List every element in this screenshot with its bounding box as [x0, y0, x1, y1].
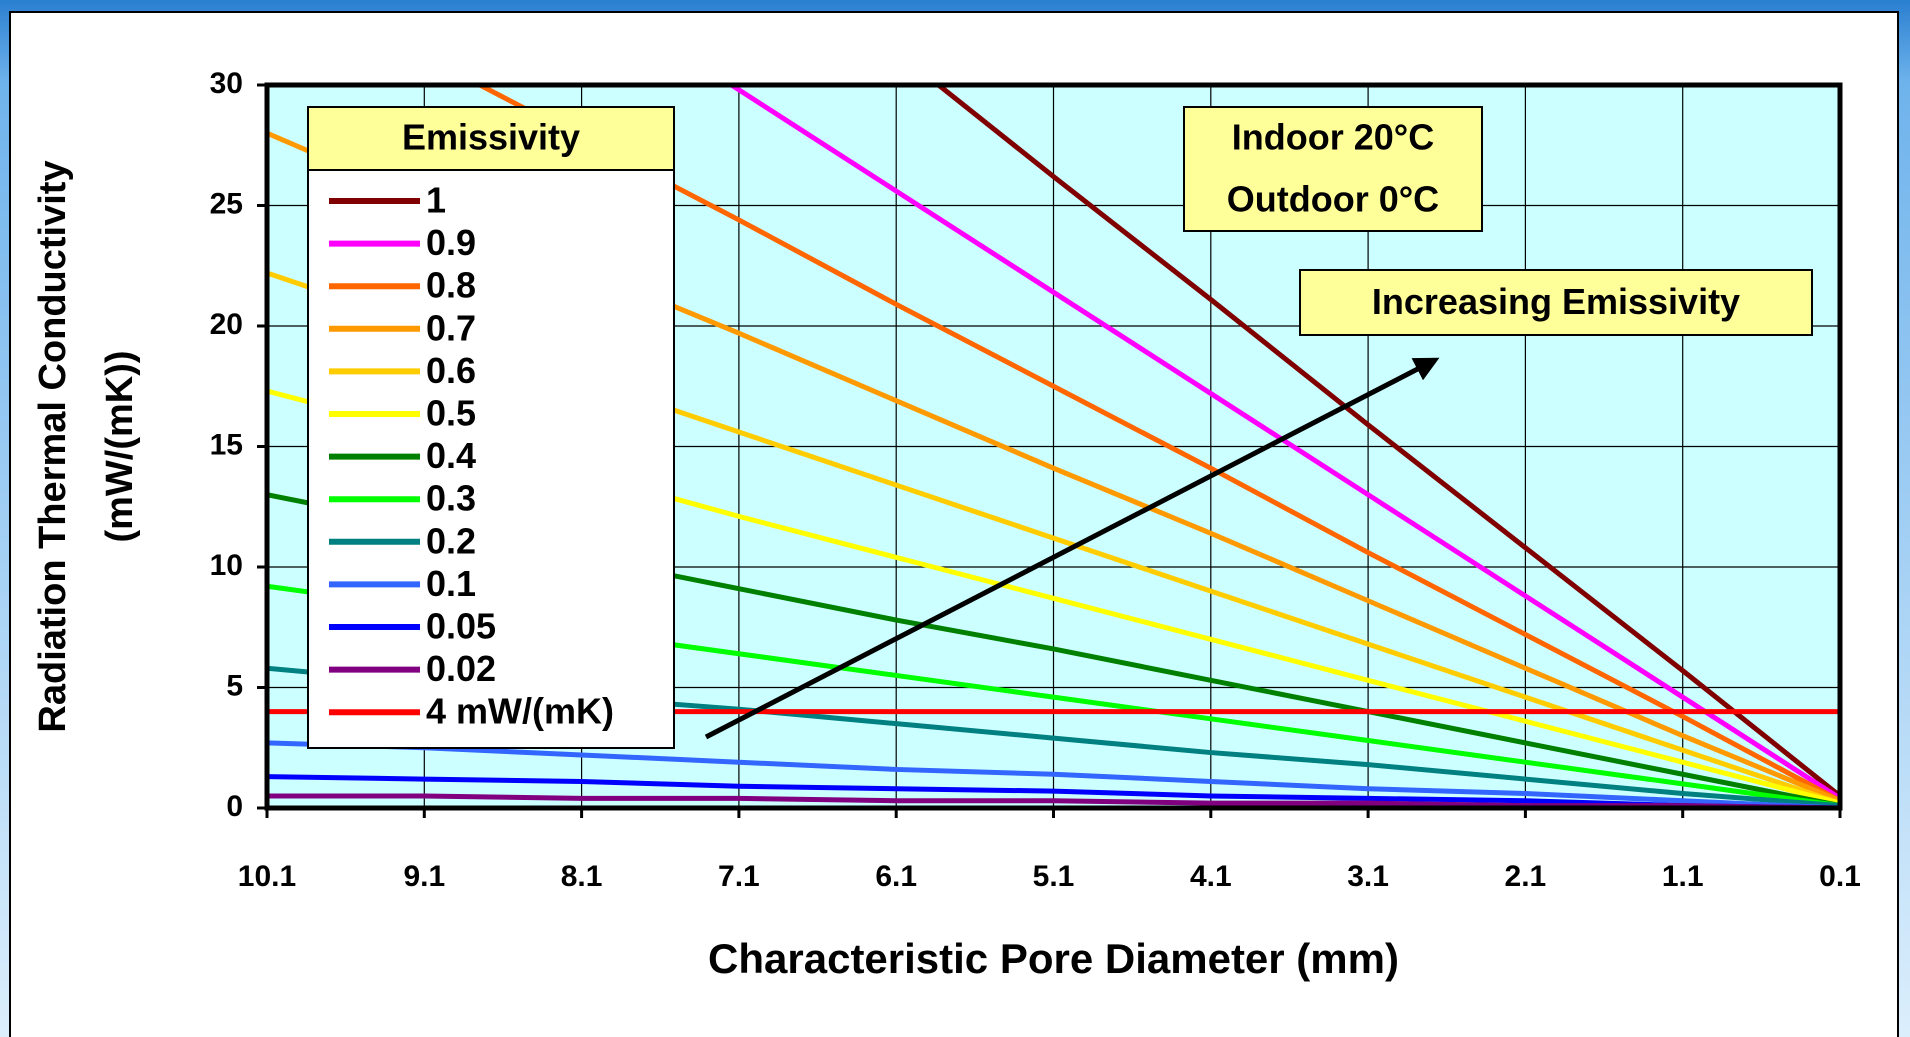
x-tick-label: 6.1	[875, 860, 917, 893]
annotation: Outdoor 0°C	[1227, 179, 1439, 220]
annotation: Increasing Emissivity	[1372, 281, 1740, 322]
legend-title: Emissivity	[402, 117, 580, 158]
annotation-box	[1299, 269, 1813, 336]
legend-label: 0.7	[426, 307, 476, 348]
x-tick-label: 7.1	[718, 860, 760, 893]
y-tick-label: 5	[226, 669, 243, 702]
legend-label: 0.9	[426, 222, 476, 263]
y-tick-label: 15	[210, 428, 243, 461]
series-line	[267, 740, 1840, 808]
legend-label: 0.3	[426, 478, 476, 519]
x-tick-label: 5.1	[1033, 860, 1075, 893]
x-tick-label: 10.1	[238, 860, 296, 893]
legend-label: 0.1	[426, 563, 476, 604]
series-line	[267, 774, 1840, 808]
legend-label: 0.4	[426, 435, 476, 476]
y-tick-label: 10	[210, 549, 243, 582]
y-tick-label: 25	[210, 187, 243, 220]
legend-label: 1	[426, 180, 446, 221]
legend-label: 4 mW/(mK)	[426, 691, 614, 732]
y-tick-label: 30	[210, 67, 243, 100]
annotation: Indoor 20°C	[1232, 117, 1434, 158]
x-tick-label: 3.1	[1347, 860, 1389, 893]
series-line	[726, 85, 1840, 801]
x-tick-label: 2.1	[1505, 860, 1547, 893]
arrow	[704, 357, 1440, 740]
x-tick-label: 4.1	[1190, 860, 1232, 893]
y-tick-label: 0	[226, 790, 243, 823]
series-line	[934, 85, 1840, 798]
x-tick-label: 1.1	[1662, 860, 1704, 893]
legend-box	[307, 106, 675, 749]
y-tick-label: 20	[210, 308, 243, 341]
x-tick-label: 0.1	[1819, 860, 1861, 893]
legend-title-box	[307, 106, 675, 171]
legend-label: 0.2	[426, 520, 476, 561]
legend-label: 0.5	[426, 393, 476, 434]
legend-label: 0.6	[426, 350, 476, 391]
x-tick-label: 9.1	[403, 860, 445, 893]
legend-label: 0.8	[426, 265, 476, 306]
x-axis-label: Characteristic Pore Diameter (mm)	[708, 935, 1399, 982]
x-tick-label: 8.1	[561, 860, 603, 893]
legend-label: 0.05	[426, 606, 496, 647]
annotation-box	[1183, 106, 1483, 232]
y-axis-label: (mW/(mK))	[99, 350, 141, 542]
legend-label: 0.02	[426, 648, 496, 689]
y-axis-label: Radiation Thermal Conductivity	[32, 160, 74, 732]
